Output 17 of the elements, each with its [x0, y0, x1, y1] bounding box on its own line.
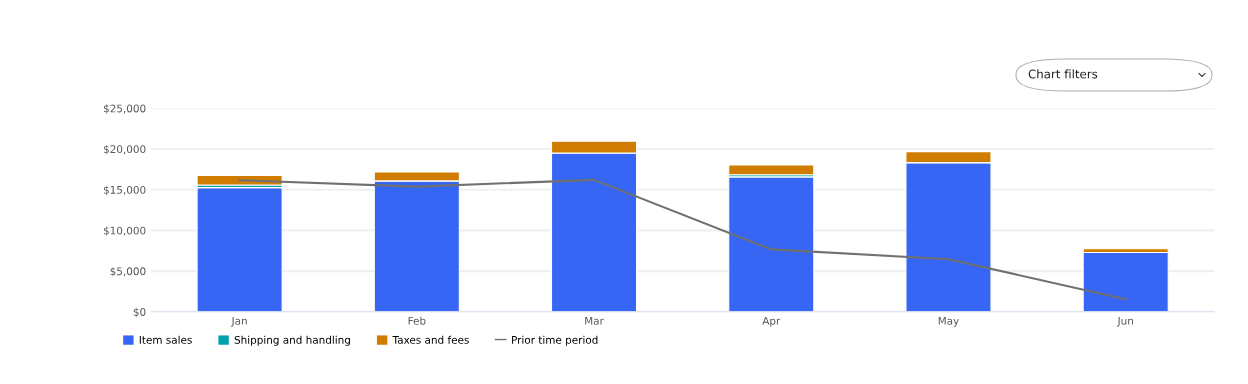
x-tick-label: Mar — [585, 316, 604, 325]
y-tick-label: $25,000 — [103, 104, 146, 114]
y-tick-label: $15,000 — [103, 185, 146, 196]
x-tick-label: Apr — [762, 316, 781, 327]
y-tick-label: $0 — [133, 307, 146, 318]
x-tick-label: Jan — [231, 316, 247, 327]
x-tick-label: Feb — [408, 316, 426, 325]
text: Chart filters — [1028, 69, 1098, 79]
legend-label: Taxes and fees — [392, 335, 469, 344]
legend-label: Prior time period — [512, 335, 598, 346]
x-tick-label: Jun — [1117, 316, 1133, 327]
y-tick-label: $5,000 — [110, 267, 146, 277]
x-tick-label: May — [938, 316, 959, 327]
y-tick-label: $10,000 — [103, 226, 146, 236]
y-tick-label: $20,000 — [103, 145, 146, 155]
legend-label: Item sales — [139, 335, 192, 344]
legend-label: Shipping and handling — [234, 335, 350, 346]
